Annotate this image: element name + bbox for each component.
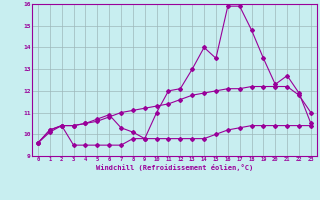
X-axis label: Windchill (Refroidissement éolien,°C): Windchill (Refroidissement éolien,°C) [96,164,253,171]
